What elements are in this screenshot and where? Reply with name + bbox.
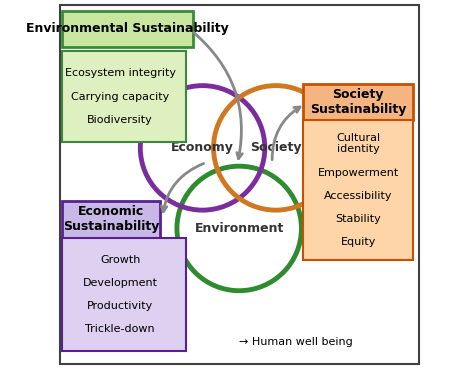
Text: → Human well being: → Human well being bbox=[239, 337, 353, 347]
FancyBboxPatch shape bbox=[303, 84, 413, 120]
Text: Society: Society bbox=[250, 141, 301, 154]
FancyBboxPatch shape bbox=[303, 120, 413, 259]
Text: Environment: Environment bbox=[194, 222, 284, 235]
FancyBboxPatch shape bbox=[62, 238, 186, 351]
Text: Economic
Sustainability: Economic Sustainability bbox=[63, 205, 159, 233]
Text: Economy: Economy bbox=[171, 141, 234, 154]
Text: Growth

Development

Productivity

Trickle-down: Growth Development Productivity Trickle-… bbox=[82, 255, 158, 334]
FancyBboxPatch shape bbox=[62, 201, 160, 238]
Text: Cultural
identity

Empowerment

Accessibility

Stability

Equity: Cultural identity Empowerment Accessibil… bbox=[318, 133, 399, 247]
Text: Environmental Sustainability: Environmental Sustainability bbox=[26, 23, 229, 35]
FancyBboxPatch shape bbox=[62, 11, 193, 47]
FancyBboxPatch shape bbox=[62, 51, 186, 142]
Text: Ecosystem integrity

Carrying capacity

Biodiversity: Ecosystem integrity Carrying capacity Bi… bbox=[64, 68, 176, 125]
Text: Society
Sustainability: Society Sustainability bbox=[310, 88, 406, 116]
